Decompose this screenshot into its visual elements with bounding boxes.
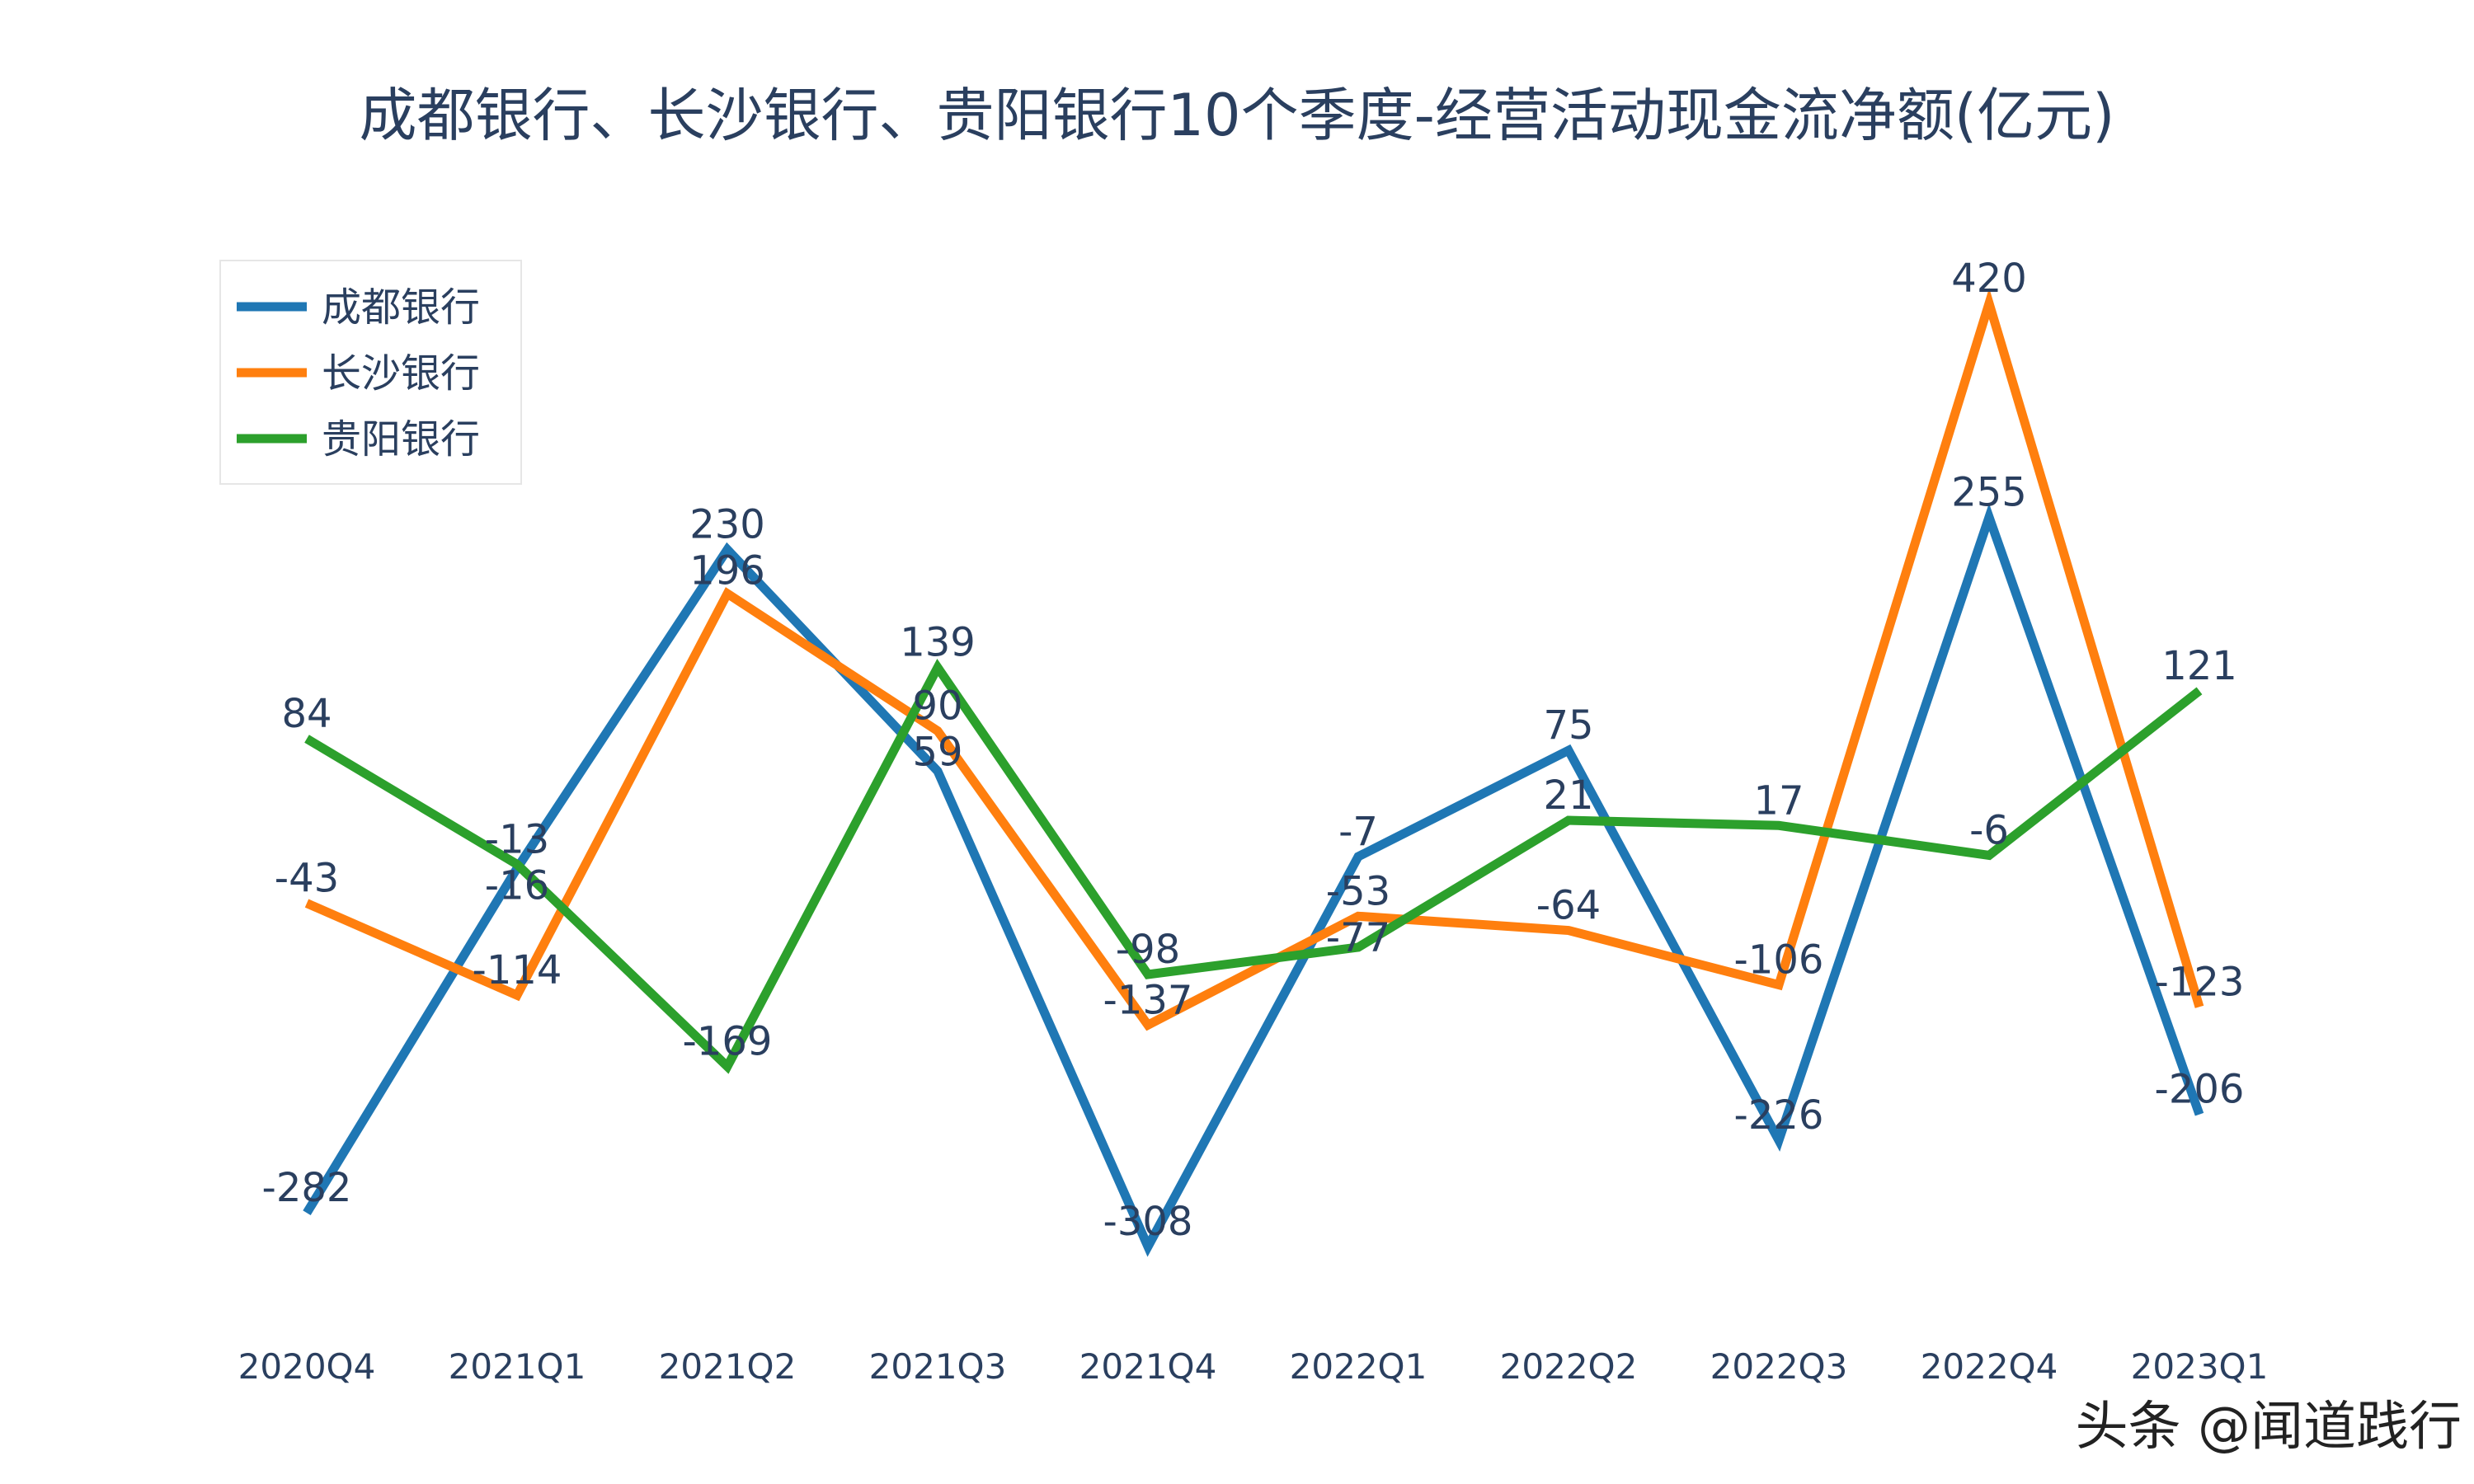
x-tick-label: 2021Q1 [449,1346,586,1387]
data-label: 21 [1543,773,1593,819]
x-tick-label: 2021Q2 [659,1346,797,1387]
data-label: -123 [2155,959,2245,1005]
data-labels: 84-43-282-13-16-114230196-1691399059-98-… [262,256,2245,1245]
data-label: 75 [1543,702,1593,749]
data-label: 121 [2161,643,2237,689]
data-label: -43 [275,856,339,902]
x-tick-label: 2020Q4 [238,1346,376,1387]
data-label: -206 [2155,1067,2245,1113]
data-label: -77 [1326,914,1390,960]
data-label: -137 [1103,977,1193,1023]
data-label: -226 [1734,1092,1824,1139]
data-label: 59 [912,730,962,776]
data-label: 139 [900,620,976,666]
data-label: 420 [1951,256,2027,302]
series-line-0 [303,503,2204,1257]
data-label: -16 [485,862,549,909]
x-tick-label: 2021Q4 [1079,1346,1217,1387]
legend-label: 长沙银行 [322,350,480,397]
data-label: -13 [485,816,549,862]
legend-label: 贵阳银行 [322,416,480,463]
data-label: -6 [1969,807,2009,853]
data-label: 230 [689,502,765,548]
x-tick-label: 2022Q3 [1710,1346,1848,1387]
watermark: 头条 @闻道践行 [2076,1397,2462,1458]
x-axis-ticks: 2020Q4 2021Q1 2021Q2 2021Q3 2021Q4 2022Q1 2022… [238,1346,2269,1387]
legend-label: 成都银行 [322,284,480,331]
data-label: -169 [683,1019,773,1065]
data-label: -106 [1734,937,1824,984]
series-lines [303,288,2204,1257]
data-label: -114 [473,947,562,993]
x-tick-label: 2022Q2 [1500,1346,1638,1387]
data-label: 17 [1753,777,1804,824]
data-label: -308 [1103,1199,1193,1245]
data-label: 84 [281,691,332,737]
data-label: 196 [689,548,765,594]
x-tick-label: 2021Q3 [869,1346,1007,1387]
data-label: -98 [1116,927,1180,973]
data-label: 90 [912,683,962,730]
x-tick-label: 2022Q4 [1921,1346,2058,1387]
data-label: 255 [1951,469,2027,515]
chart-title: 成都银行、长沙银行、贵阳银行10个季度-经营活动现金流净额(亿元) [360,82,2115,149]
x-tick-label: 2023Q1 [2131,1346,2269,1387]
series-line-1 [304,288,2204,1031]
x-tick-label: 2022Q1 [1290,1346,1427,1387]
data-label: -7 [1338,809,1378,855]
data-label: -64 [1536,883,1601,929]
data-label: -282 [262,1165,352,1211]
data-label: -53 [1326,868,1390,914]
series-line-2 [304,658,2203,1074]
